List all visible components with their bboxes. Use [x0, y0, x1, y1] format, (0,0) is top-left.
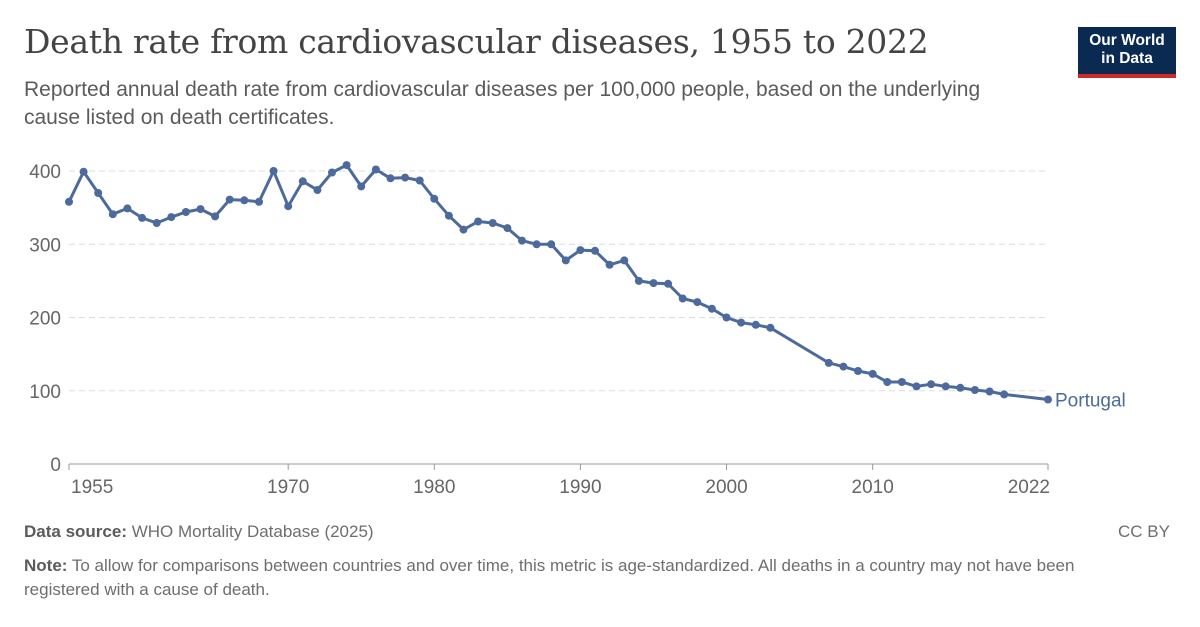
data-point-1962 — [167, 213, 176, 222]
data-point-2014 — [927, 380, 936, 389]
data-point-1977 — [386, 174, 395, 183]
data-point-1955 — [65, 197, 73, 206]
x-tick-label-2022: 2022 — [1008, 477, 1050, 498]
data-point-1997 — [678, 294, 687, 303]
data-point-2010 — [868, 369, 877, 378]
data-point-1987 — [532, 240, 541, 249]
data-point-2003 — [766, 323, 775, 332]
chart-subtitle: Reported annual death rate from cardiova… — [24, 78, 981, 129]
data-point-1994 — [634, 276, 643, 285]
data-point-1998 — [693, 298, 702, 307]
data-point-1968 — [255, 197, 263, 206]
y-tick-label-100: 100 — [29, 382, 61, 403]
data-point-2011 — [883, 378, 892, 386]
data-point-1981 — [444, 211, 453, 220]
x-tick-label-1990: 1990 — [559, 477, 601, 498]
y-tick-label-400: 400 — [29, 162, 61, 183]
data-point-1992 — [605, 260, 614, 269]
x-tick-label-2010: 2010 — [852, 477, 894, 498]
data-point-2012 — [897, 378, 906, 386]
data-point-1957 — [94, 189, 103, 197]
data-point-1959 — [123, 204, 132, 213]
data-point-1971 — [298, 177, 307, 186]
data-point-1972 — [313, 186, 322, 194]
data-point-1983 — [474, 217, 483, 226]
data-point-1991 — [591, 246, 599, 255]
note-text: To allow for comparisons between countri… — [24, 556, 1075, 599]
data-point-2001 — [737, 318, 746, 327]
owid-logo[interactable]: Our World in Data — [1078, 27, 1176, 78]
data-point-1974 — [342, 161, 351, 170]
data-point-1964 — [196, 205, 205, 214]
logo-line-1: Our World — [1089, 32, 1165, 49]
chart-note: Note: To allow for comparisons between c… — [24, 554, 1144, 602]
x-tick-label-2000: 2000 — [705, 477, 747, 498]
source-text[interactable]: WHO Mortality Database (2025) — [131, 522, 374, 541]
license-link[interactable]: CC BY — [1118, 522, 1170, 541]
data-point-1973 — [328, 168, 336, 177]
data-point-1986 — [518, 236, 526, 245]
y-tick-label-200: 200 — [29, 309, 61, 330]
data-point-2009 — [854, 367, 862, 375]
data-point-2007 — [824, 358, 833, 367]
data-point-1988 — [547, 240, 556, 249]
data-point-1960 — [138, 213, 147, 222]
data-point-2002 — [751, 320, 760, 329]
data-point-1980 — [430, 194, 439, 203]
data-point-1961 — [152, 219, 161, 227]
chart-title: Death rate from cardiovascular diseases,… — [24, 22, 929, 61]
data-point-1970 — [284, 202, 293, 211]
source-label: Data source: — [24, 522, 127, 541]
series-line-portugal — [67, 163, 1050, 401]
y-tick-label-300: 300 — [29, 235, 61, 256]
data-point-1993 — [620, 256, 629, 265]
data-point-1989 — [561, 256, 570, 265]
grid-lines — [69, 170, 1048, 392]
data-point-2008 — [839, 362, 848, 371]
data-point-1996 — [664, 279, 673, 288]
data-point-1982 — [459, 225, 468, 234]
data-point-2018 — [985, 387, 994, 396]
data-point-1999 — [707, 304, 716, 313]
data-point-1979 — [415, 176, 424, 185]
y-tick-label-0: 0 — [50, 455, 61, 476]
data-point-2016 — [956, 383, 965, 392]
data-point-2019 — [1000, 390, 1009, 399]
data-point-2017 — [970, 386, 979, 394]
series-layer: Portugal — [65, 161, 1126, 412]
data-point-1995 — [649, 279, 658, 288]
logo-line-2: in Data — [1101, 50, 1153, 67]
data-point-2013 — [912, 382, 921, 391]
data-point-1966 — [225, 195, 234, 204]
data-point-1976 — [371, 165, 380, 174]
x-tick-label-1980: 1980 — [413, 477, 455, 498]
note-label: Note: — [24, 556, 68, 575]
x-tick-label-1955: 1955 — [71, 477, 113, 498]
data-point-1990 — [576, 246, 585, 255]
data-point-2000 — [722, 313, 731, 322]
data-point-1963 — [181, 208, 190, 216]
data-point-1985 — [503, 224, 512, 233]
axes: 0 100 200 300 400 1955 1970 1980 1990 2000 2010 202… — [29, 162, 1050, 498]
data-point-1956 — [79, 167, 88, 176]
line-chart: 0 100 200 300 400 1955 1970 1980 1990 2000 2010 202… — [29, 161, 1126, 498]
data-point-1965 — [211, 212, 220, 221]
data-point-1969 — [269, 167, 278, 175]
series-label-portugal: Portugal — [1055, 391, 1126, 412]
data-source: Data source: WHO Mortality Database (202… — [24, 522, 374, 542]
data-point-2015 — [941, 382, 950, 391]
data-point-1967 — [240, 196, 249, 205]
data-point-1958 — [108, 210, 117, 219]
data-point-1984 — [488, 219, 497, 227]
x-tick-label-1970: 1970 — [267, 477, 309, 498]
data-point-1978 — [401, 173, 410, 182]
data-point-1975 — [357, 182, 366, 191]
data-point-2022 — [1044, 395, 1052, 404]
